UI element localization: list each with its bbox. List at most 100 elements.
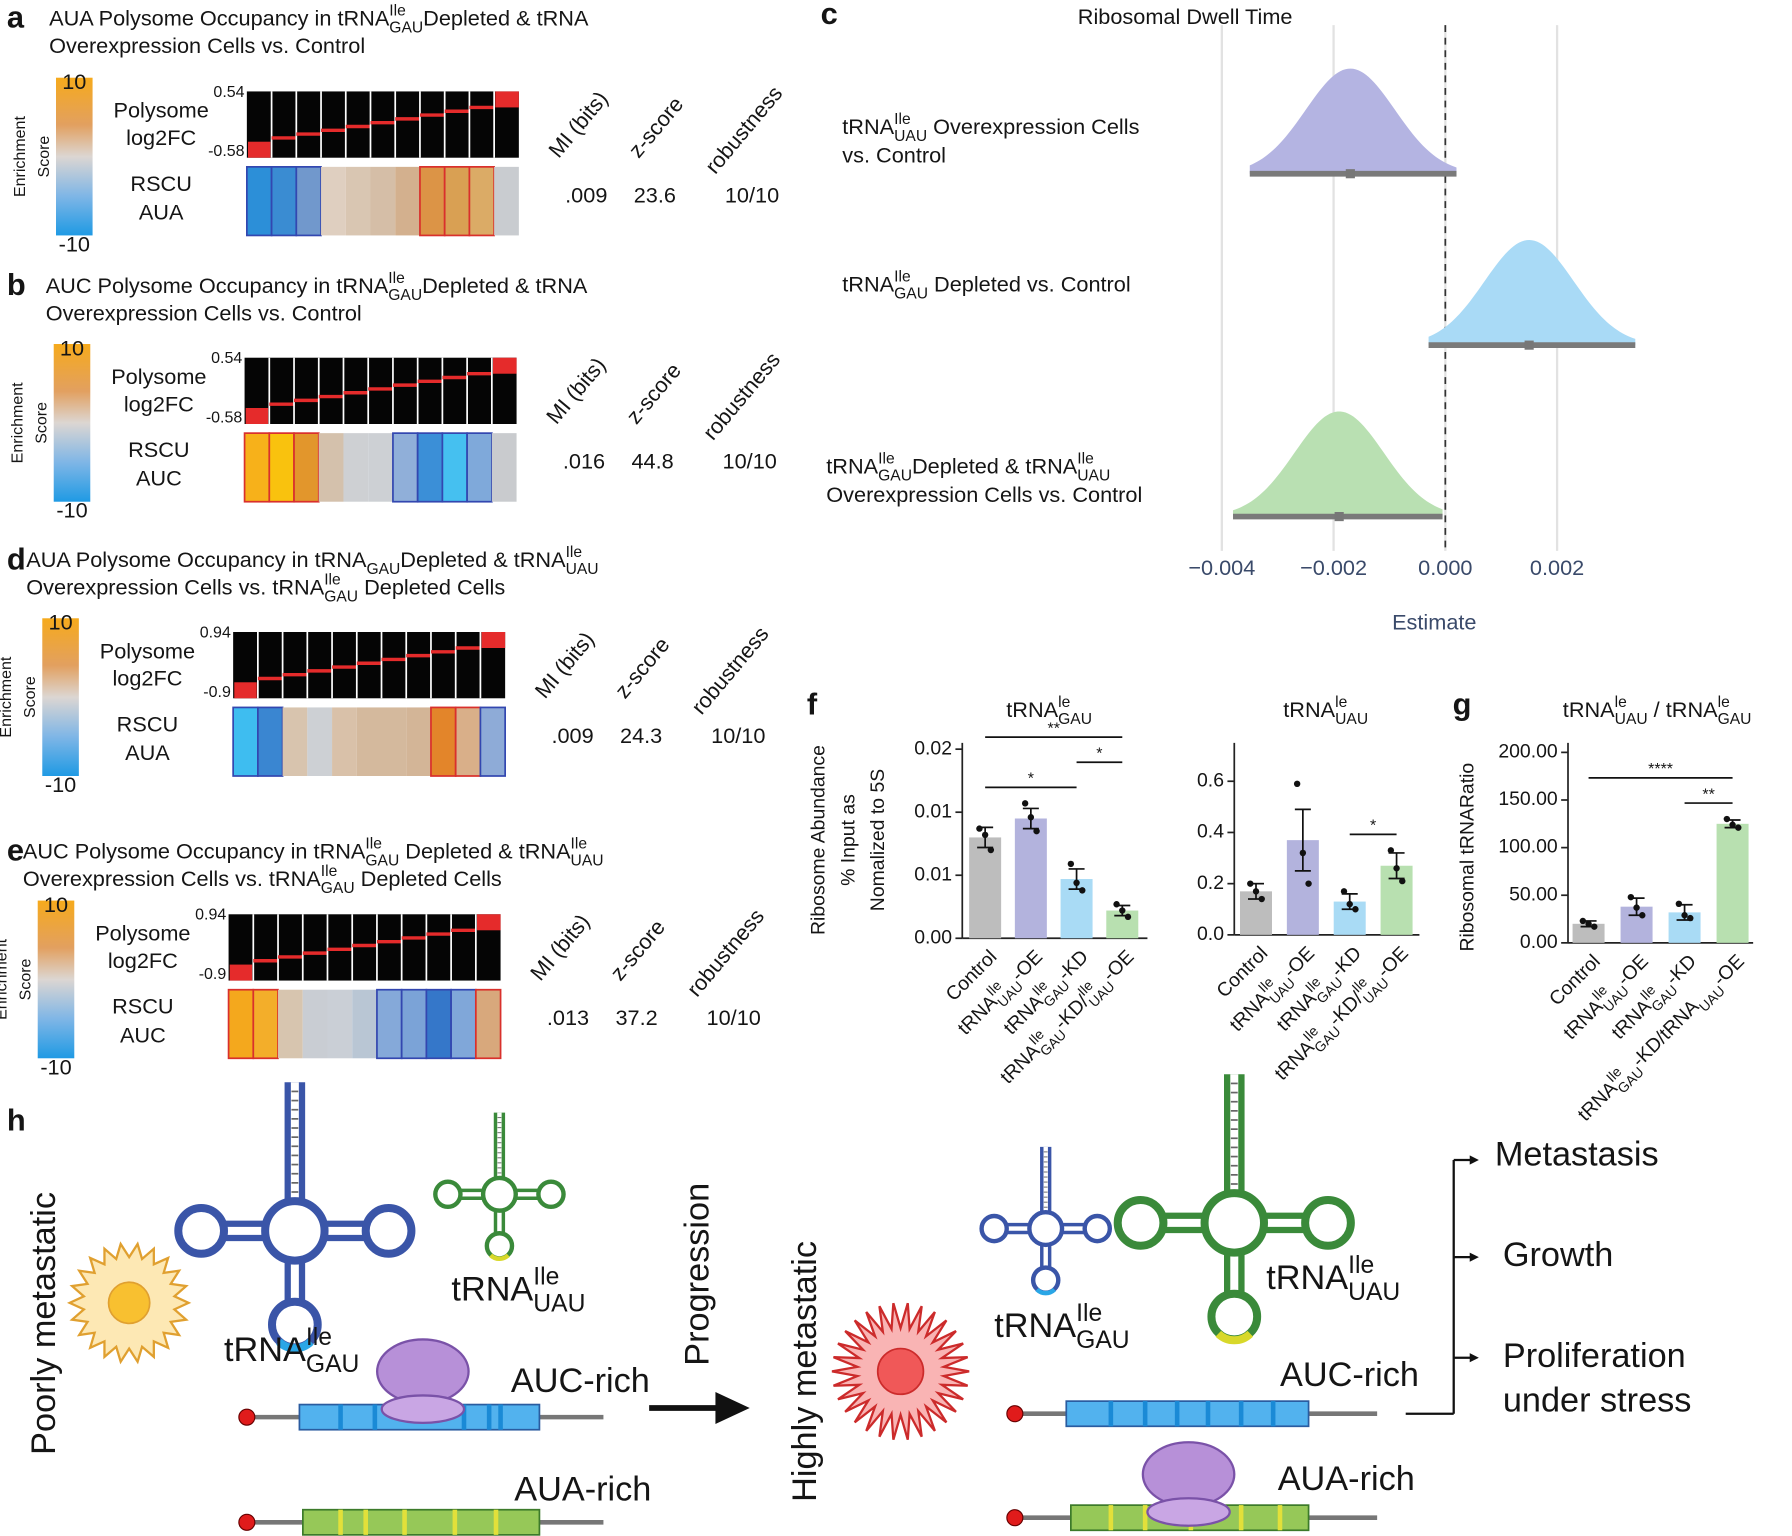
y-axis-label: % Input as: [837, 794, 859, 886]
subscript: GAU: [321, 880, 355, 897]
rscu-bin: [270, 166, 298, 237]
scale-label: Score: [36, 136, 53, 178]
codon-mark: [1174, 1401, 1180, 1427]
codon-label: AUC: [136, 466, 182, 491]
rscu-bin: [392, 432, 419, 503]
rscu-bin: [468, 166, 495, 237]
subscript: UAU: [1335, 710, 1368, 727]
point-estimate: [1345, 169, 1355, 179]
arrow-head: [1469, 1155, 1479, 1165]
subscript: UAU: [533, 1290, 585, 1317]
stats-header: z-score: [621, 358, 686, 429]
y-axis-label: Ribosome Abundance: [808, 745, 830, 935]
anticodon: [489, 1253, 510, 1261]
trna-loop: [536, 1179, 566, 1210]
data-point: [987, 846, 995, 854]
superscript: Ile: [571, 835, 588, 852]
trna-loop: [1207, 1289, 1262, 1344]
data-point: [1299, 849, 1307, 857]
density: [1428, 240, 1636, 346]
panel-label: g: [1453, 686, 1472, 721]
codon-mark: [452, 1509, 458, 1535]
series-label: tRNAIle GAUDepleted & tRNAIle UAU: [826, 450, 1110, 484]
trna-hub: [1027, 1210, 1065, 1248]
trna-label: tRNAIle GAU: [224, 1324, 359, 1378]
mrna-label: AUC-rich: [511, 1362, 650, 1400]
stats-header: MI (bits): [541, 353, 611, 429]
scale-label: Enrichment: [0, 656, 15, 737]
rscu-bin: [370, 166, 396, 236]
series-label: tRNAIle GAU Depleted vs. Control: [842, 268, 1130, 302]
data-point: [1247, 880, 1254, 887]
series-label: vs. Control: [842, 142, 946, 167]
subscript: GAU: [1076, 1327, 1129, 1354]
arrow-label: Progression: [678, 1183, 716, 1366]
stats-header: robustness: [682, 904, 769, 1002]
outcome-label: Metastasis: [1495, 1136, 1659, 1174]
y-tick-label: 50.00: [1509, 883, 1558, 905]
data-point: [1021, 800, 1029, 807]
text-run: tRNA: [842, 114, 894, 139]
significance-label: *: [1028, 771, 1034, 788]
text-run: tRNA: [1283, 697, 1335, 722]
data-point: [1124, 913, 1132, 921]
mrna-cap: [238, 1513, 256, 1531]
anticodon: [1215, 1330, 1254, 1345]
text-run: AUC Polysome Occupancy in tRNA: [46, 273, 389, 298]
outcome-label: Growth: [1503, 1236, 1613, 1274]
codon-mark: [1270, 1401, 1276, 1427]
superscript: Ile: [1348, 1252, 1374, 1279]
trna-stem-inner: [224, 1082, 366, 1302]
subscript: GAU: [366, 561, 400, 578]
rscu-bin: [282, 707, 308, 776]
side-label: Poorly metastatic: [25, 1192, 63, 1455]
stats-header: MI (bits): [543, 86, 613, 162]
row-label: RSCU: [112, 994, 174, 1019]
codon-mark: [402, 1509, 407, 1535]
row-label: Polysome: [111, 364, 206, 389]
data-point: [1729, 821, 1736, 828]
ribosome-small: [380, 1394, 466, 1424]
trna: [174, 1082, 416, 1353]
codon-label: AUC: [120, 1022, 166, 1047]
panel-title: AUA Polysome Occupancy in tRNAIle GAUDepl…: [49, 2, 589, 36]
subscript: GAU: [306, 1351, 359, 1378]
rscu-bin: [443, 166, 471, 237]
text-run: Depleted & tRNA: [423, 5, 589, 30]
row-label: RSCU: [117, 711, 178, 736]
y-tick-label: 0.00: [914, 926, 952, 948]
bar: [969, 837, 1002, 939]
fc-max: 0.94: [200, 624, 231, 641]
trna-hub: [261, 1197, 329, 1265]
rscu-bin: [479, 706, 507, 777]
arrow-head: [715, 1392, 750, 1424]
y-axis-label: Ribosomal tRNARatio: [1457, 763, 1479, 952]
stats-value: 23.6: [634, 182, 676, 207]
superscript: le: [1615, 693, 1627, 710]
x-tick-label: 0.002: [1530, 555, 1584, 580]
rscu-bin: [356, 707, 382, 776]
subscript: GAU: [388, 286, 422, 303]
data-point: [1033, 827, 1040, 835]
rscu-bin: [381, 707, 407, 776]
subscript: GAU: [324, 588, 358, 605]
fc-max: 0.94: [195, 907, 226, 924]
data-point: [1119, 907, 1126, 914]
codon-mark: [1238, 1505, 1244, 1531]
subscript: GAU: [1718, 710, 1752, 727]
rscu-bin: [345, 166, 371, 236]
data-point: [1079, 887, 1086, 894]
y-tick-label: 0.0: [1197, 923, 1224, 945]
stats-header: z-score: [623, 92, 688, 163]
scale-label: Score: [34, 402, 51, 444]
trna-loop: [1113, 1196, 1168, 1250]
nucleus: [876, 1347, 925, 1396]
superscript: Ile: [306, 1324, 332, 1351]
subscript: UAU: [894, 128, 927, 145]
panel-label: a: [7, 0, 25, 35]
rscu-bin: [419, 166, 446, 237]
superscript: le: [1718, 693, 1730, 710]
codon-label: AUA: [125, 740, 170, 765]
rscu-bin: [406, 707, 431, 776]
rscu-bin: [302, 989, 328, 1059]
